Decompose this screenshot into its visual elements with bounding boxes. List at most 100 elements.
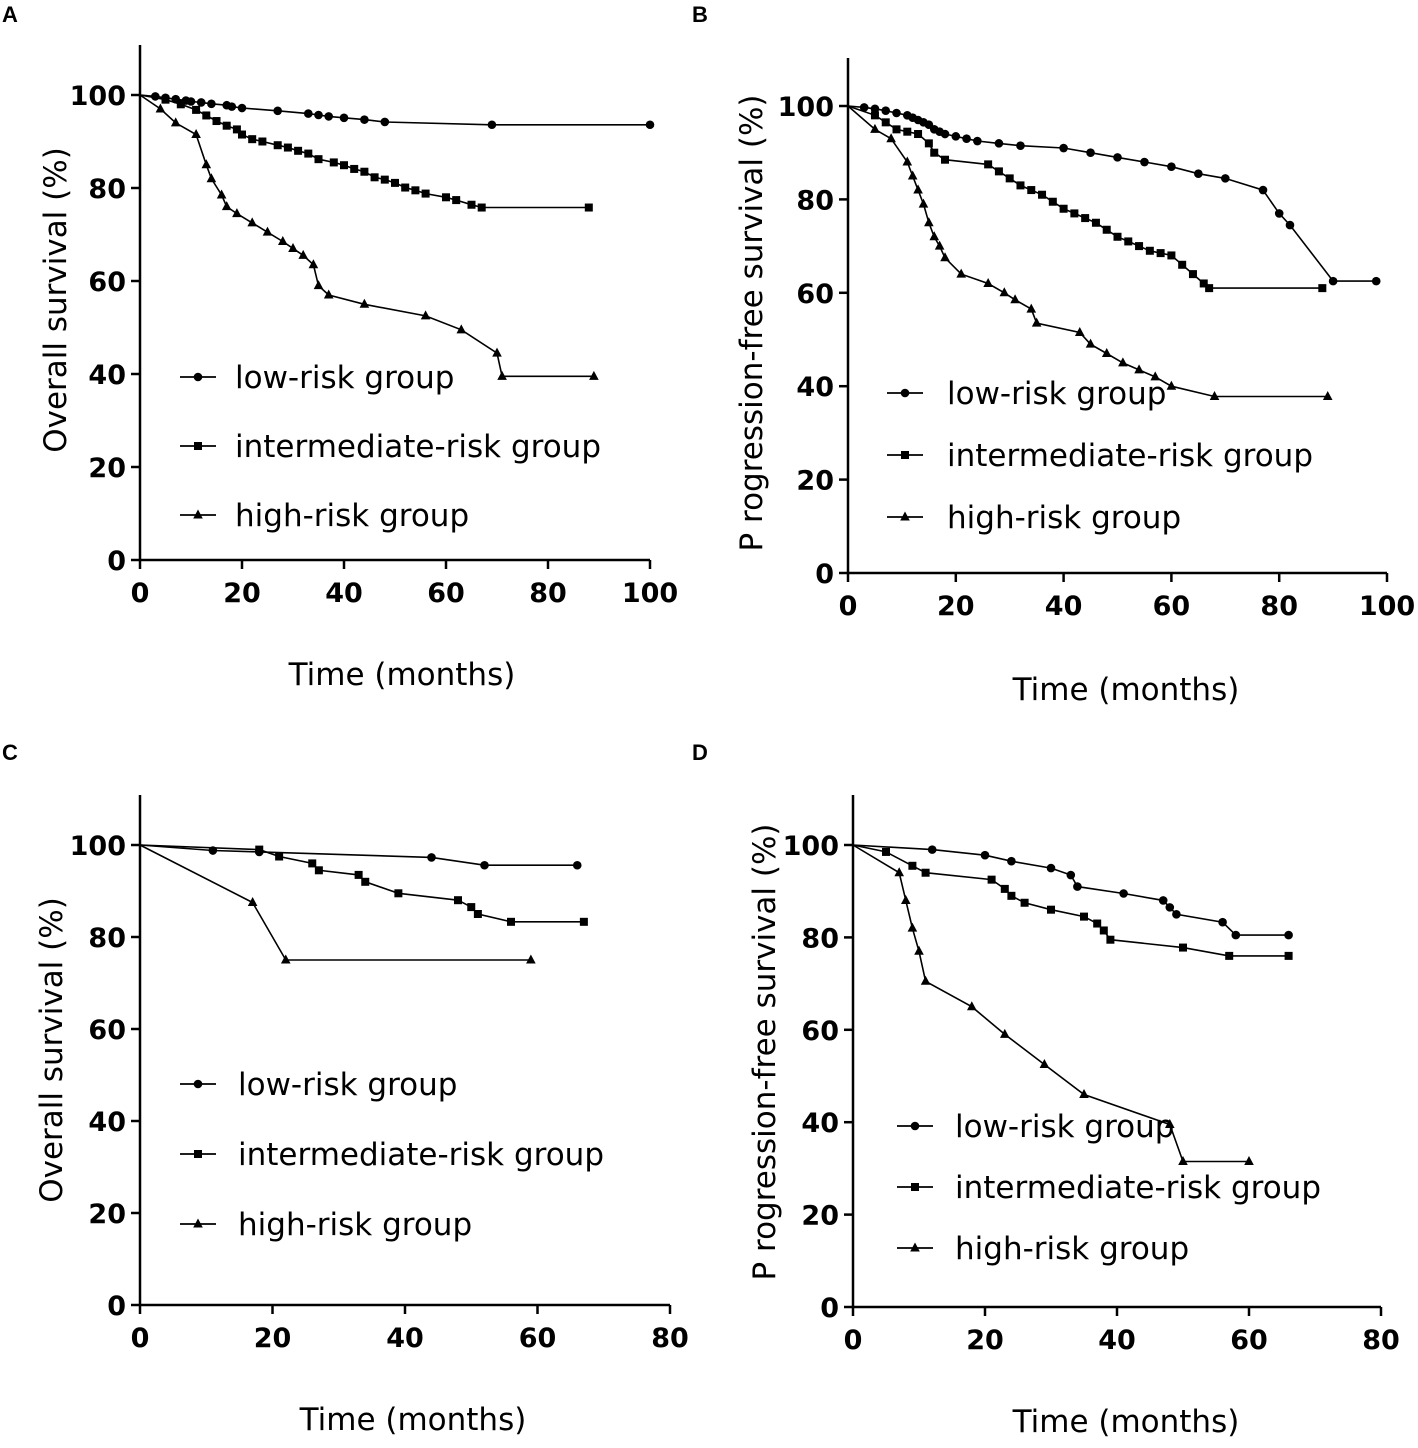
panel-b-series-1-point-3 — [892, 125, 901, 134]
panel-a-series-0-point-19 — [645, 120, 655, 130]
panel-d-y-tick-label-60: 60 — [801, 1016, 839, 1047]
panel-a-series-1-point-24 — [411, 186, 420, 195]
panel-a-series-0-point-6 — [196, 98, 206, 107]
panel-c-series-2-point-2 — [280, 954, 291, 964]
panel-c-legend-label-2: high-risk group — [238, 1207, 472, 1243]
panel-b-series-2-point-20 — [1118, 357, 1128, 367]
panel-b-x-tick-label-20: 20 — [937, 591, 975, 622]
panel-a-series-2-point-17 — [359, 298, 370, 308]
panel-d-series-0-point-9 — [1165, 903, 1175, 912]
panel-c-series-1-point-6 — [361, 877, 370, 886]
panel-c-series-1-point-2 — [275, 852, 284, 861]
panel-a-series-1-point-1 — [161, 95, 170, 104]
panel-b-letter: B — [692, 2, 708, 27]
panel-b-series-0-point-3 — [881, 106, 891, 115]
panel-d-series-2-point-6 — [967, 1001, 977, 1011]
panel-a-series-2-point-4 — [201, 159, 212, 169]
panel-d-legend-item-1: intermediate-risk group — [897, 1170, 1321, 1206]
panel-b-series-2-point-2 — [886, 133, 896, 143]
panel-c-y-tick-label-40: 40 — [88, 1107, 126, 1138]
panel-b-series-2-point-15 — [1026, 303, 1037, 313]
panel-b-series-1-point-16 — [1059, 204, 1068, 213]
panel-c-series-1-point-11 — [507, 917, 515, 926]
panel-a-legend-item-2: high-risk group — [180, 498, 469, 534]
panel-c-y-tick-label-60: 60 — [88, 1015, 126, 1046]
panel-b-legend-label-0: low-risk group — [947, 376, 1166, 412]
panel-b-series-0-point-13 — [951, 132, 961, 141]
panel-b-x-tick-label-100: 100 — [1359, 591, 1415, 622]
panel-b-series-1-point-18 — [1081, 214, 1090, 223]
panel-a-letter: A — [2, 2, 18, 27]
panel-b-series-2 — [847, 105, 1333, 400]
panel-a-series-1-point-18 — [350, 164, 359, 173]
panel-b-x-axis-title: Time (months) — [1012, 672, 1240, 708]
panel-b-series-0-point-14 — [962, 134, 971, 143]
panel-c-legend-marker-0 — [193, 1079, 203, 1089]
panel-b-legend-item-0: low-risk group — [887, 376, 1166, 412]
panel-d-x-tick-label-40: 40 — [1098, 1325, 1136, 1356]
panel-b-series-1-point-25 — [1156, 249, 1165, 258]
panel-a-legend-marker-2 — [193, 509, 203, 519]
panel-a-series-1-point-7 — [232, 125, 241, 134]
panel-a-series-1-point-5 — [212, 117, 221, 126]
panel-a-series-1-point-22 — [391, 178, 399, 187]
panel-b-series-0-point-19 — [1086, 148, 1095, 157]
panel-a-series-0-point-14 — [324, 112, 334, 121]
panel-c-x-tick-label-20: 20 — [254, 1323, 292, 1354]
panel-a-series-2-point-14 — [308, 259, 319, 269]
panel-a-series-2-point-8 — [232, 208, 242, 218]
panel-b-x-tick-label-40: 40 — [1045, 591, 1083, 622]
panel-b-series-0-point-1 — [859, 103, 869, 112]
panel-c-series-2 — [139, 844, 536, 964]
panel-a-series-2-point-22 — [589, 370, 599, 380]
panel-b-series-0-point-18 — [1059, 143, 1068, 153]
panel-b-series-1-point-29 — [1199, 279, 1208, 288]
panel-b-series-1-point-28 — [1188, 270, 1197, 279]
panel-b-legend-marker-1 — [901, 451, 909, 459]
panel-a-x-tick-label-20: 20 — [223, 578, 261, 609]
panel-d-series-2-point-9 — [1079, 1088, 1089, 1098]
panel-d-series-1-point-15 — [1284, 951, 1293, 960]
panel-b-series-0-point-25 — [1258, 185, 1268, 195]
panel-c-series-1-point-9 — [467, 903, 476, 912]
panel-c-x-tick-label-60: 60 — [519, 1323, 557, 1354]
panel-c-legend-label-1: intermediate-risk group — [238, 1137, 604, 1173]
panel-b-series-1-point-27 — [1178, 260, 1187, 269]
panel-b-legend-item-1: intermediate-risk group — [887, 438, 1313, 474]
panel-a-series-2-point-16 — [323, 289, 334, 299]
panel-c-series-1-point-3 — [308, 859, 317, 868]
panel-d-legend-marker-0 — [910, 1121, 920, 1131]
panel-a-series-1-point-11 — [273, 141, 282, 150]
panel-b-series-0-point-12 — [940, 129, 950, 139]
panel-d-series-1-point-14 — [1225, 951, 1234, 960]
panel-b-series-1-point-8 — [941, 155, 950, 164]
panel-b-series-1-point-12 — [1016, 181, 1025, 190]
panel-a-series-1-point-15 — [314, 155, 323, 164]
panel-a-series-1-point-28 — [467, 200, 476, 209]
panel-a-series-0-point-5 — [186, 97, 196, 106]
panel-a-series-1-point-23 — [401, 183, 410, 192]
panel-b-series-1-point-20 — [1102, 225, 1111, 234]
panel-b-series-2-point-11 — [956, 268, 966, 278]
panel-b-series-2-point-4 — [907, 170, 918, 180]
panel-a-y-tick-label-80: 80 — [88, 174, 126, 205]
panel-a-series-2-point-13 — [298, 249, 308, 259]
panel-d-series-1-point-13 — [1179, 943, 1187, 952]
panel-c-series-0 — [139, 844, 582, 870]
panel-d-series-1-point-7 — [1020, 898, 1029, 907]
panel-d-series-2-point-8 — [1039, 1058, 1050, 1068]
panel-d-series-0-point-8 — [1158, 896, 1168, 905]
panel-b-series-2-point-7 — [924, 217, 934, 227]
panel-c-y-tick-label-0: 0 — [107, 1291, 126, 1322]
panel-c-series-1-point-4 — [314, 866, 323, 875]
panel-a-x-tick-label-80: 80 — [529, 578, 567, 609]
panel-b-series-0-point-28 — [1328, 276, 1338, 286]
panel-b-series-1-point-5 — [914, 130, 923, 139]
panel-d-series-0-point-1 — [927, 845, 937, 854]
panel-a-x-tick-label-0: 0 — [131, 578, 150, 609]
panel-a-legend-item-1: intermediate-risk group — [180, 429, 601, 465]
panel-b-series-2-point-5 — [913, 184, 923, 194]
panel-d-series-0-point-3 — [1007, 856, 1016, 866]
panel-d-series-2-point-3 — [907, 922, 918, 932]
